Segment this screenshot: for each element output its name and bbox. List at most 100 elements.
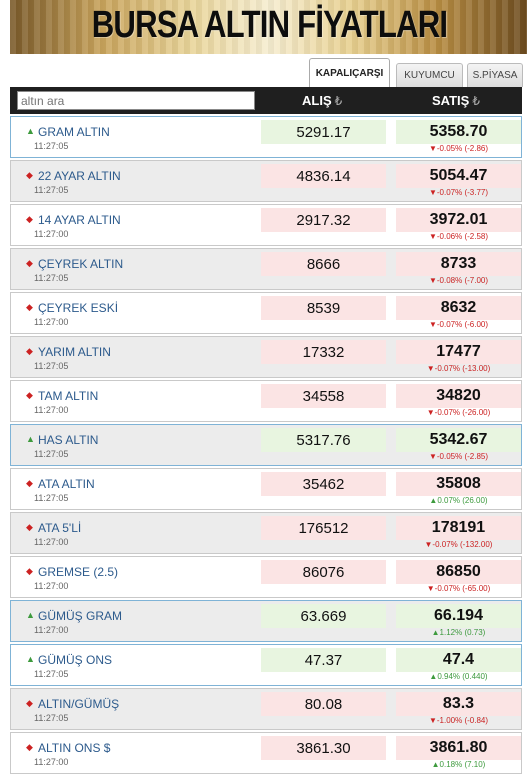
buy-price: 80.08 [261,692,386,716]
tab-kapalicarsi[interactable]: KAPALIÇARŞI [309,58,390,88]
tab-serbest-piyasa[interactable]: S.PİYASA [467,63,523,87]
search-input[interactable] [17,91,255,110]
sell-column-header: SATIŞ ₺ [432,93,480,108]
update-time: 11:27:05 [34,449,69,459]
table-header: ALIŞ₺ SATIŞ₺ [10,87,522,114]
table-row[interactable]: ◆ 22 AYAR ALTIN 11:27:05 4836.14 5054.47 ▼-0.… [10,160,522,202]
price-change: ▼-0.06% (-2.58) [428,232,489,241]
price-change: ▲0.94% (0.440) [429,672,488,681]
instrument-name[interactable]: 14 AYAR ALTIN [38,213,121,227]
sell-price: 5054.47 [396,164,521,188]
table-row[interactable]: ▲ HAS ALTIN 11:27:05 5317.76 5342.67 ▼-0.05% … [10,424,522,466]
instrument-name[interactable]: ALTIN/GÜMÜŞ [38,697,120,711]
buy-price: 4836.14 [261,164,386,188]
update-time: 11:27:05 [34,493,69,503]
table-row[interactable]: ▲ GÜMÜŞ ONS 11:27:05 47.37 47.4 ▲0.94% (0.440… [10,644,522,686]
price-change: ▲0.18% (7.10) [431,760,486,769]
instrument-name[interactable]: ALTIN ONS $ [38,741,111,755]
update-time: 11:27:00 [34,537,69,547]
price-change: ▼-0.05% (-2.85) [428,452,489,461]
table-row[interactable]: ◆ TAM ALTIN 11:27:00 34558 34820 ▼-0.07% (-26… [10,380,522,422]
sell-price: 178191 [396,516,521,540]
trend-up-icon: ▲ [26,126,35,136]
price-change: ▼-0.07% (-26.00) [426,408,491,417]
price-change: ▼-0.05% (-2.86) [428,144,489,153]
buy-price: 5317.76 [261,428,386,452]
price-change: ▼-0.07% (-13.00) [426,364,491,373]
buy-price: 17332 [261,340,386,364]
instrument-name[interactable]: ÇEYREK ALTIN [38,257,124,271]
sell-price: 5342.67 [396,428,521,452]
table-row[interactable]: ◆ ALTIN ONS $ 11:27:00 3861.30 3861.80 ▲0.18%… [10,732,522,774]
instrument-name[interactable]: 22 AYAR ALTIN [38,169,121,183]
buy-price: 35462 [261,472,386,496]
price-change: ▼-0.07% (-6.00) [428,320,489,329]
lira-icon: ₺ [472,94,480,108]
sell-price: 3972.01 [396,208,521,232]
buy-price: 63.669 [261,604,386,628]
table-row[interactable]: ◆ ALTIN/GÜMÜŞ 11:27:05 80.08 83.3 ▼-1.00% (-0… [10,688,522,730]
trend-down-icon: ◆ [26,214,33,224]
buy-header-label: ALIŞ [302,93,332,108]
table-row[interactable]: ◆ YARIM ALTIN 11:27:05 17332 17477 ▼-0.07% (-… [10,336,522,378]
instrument-name[interactable]: GÜMÜŞ GRAM [38,609,122,623]
update-time: 11:27:00 [34,757,69,767]
update-time: 11:27:00 [34,625,69,635]
buy-price: 86076 [261,560,386,584]
trend-up-icon: ▲ [26,610,35,620]
page-title: BURSA ALTIN FİYATLARI [91,4,448,46]
update-time: 11:27:05 [34,713,69,723]
trend-up-icon: ▲ [26,434,35,444]
update-time: 11:27:05 [34,669,69,679]
sell-price: 86850 [396,560,521,584]
tab-kuyumcu[interactable]: KUYUMCU [396,63,463,87]
sell-price: 66.194 [396,604,521,628]
table-row[interactable]: ◆ 14 AYAR ALTIN 11:27:00 2917.32 3972.01 ▼-0.… [10,204,522,246]
instrument-name[interactable]: HAS ALTIN [38,433,99,447]
buy-column-header: ALIŞ ₺ [302,93,342,108]
buy-price: 34558 [261,384,386,408]
update-time: 11:27:05 [34,273,69,283]
table-row[interactable]: ▲ GÜMÜŞ GRAM 11:27:00 63.669 66.194 ▲1.12% (0… [10,600,522,642]
buy-price: 3861.30 [261,736,386,760]
price-change: ▼-0.07% (-3.77) [428,188,489,197]
instrument-name[interactable]: GREMSE (2.5) [38,565,119,579]
buy-price: 8539 [261,296,386,320]
buy-price: 2917.32 [261,208,386,232]
market-tabs: KAPALIÇARŞI KUYUMCU S.PİYASA [0,57,527,88]
instrument-name[interactable]: ATA ALTIN [38,477,95,491]
table-row[interactable]: ▲ GRAM ALTIN 11:27:05 5291.17 5358.70 ▼-0.05%… [10,116,522,158]
buy-price: 176512 [261,516,386,540]
trend-down-icon: ◆ [26,478,33,488]
instrument-name[interactable]: TAM ALTIN [38,389,99,403]
update-time: 11:27:00 [34,405,69,415]
table-row[interactable]: ◆ ATA ALTIN 11:27:05 35462 35808 ▲0.07% (26.0… [10,468,522,510]
update-time: 11:27:05 [34,141,69,151]
table-row[interactable]: ◆ GREMSE (2.5) 11:27:00 86076 86850 ▼-0.07% (… [10,556,522,598]
buy-price: 5291.17 [261,120,386,144]
instrument-name[interactable]: ÇEYREK ESKİ [38,301,119,315]
lira-icon: ₺ [334,94,343,108]
instrument-name[interactable]: ATA 5'Lİ [38,521,82,535]
page-banner: BURSA ALTIN FİYATLARI [10,0,527,54]
sell-price: 3861.80 [396,736,521,760]
instrument-name[interactable]: GÜMÜŞ ONS [38,653,113,667]
sell-price: 17477 [396,340,521,364]
trend-down-icon: ◆ [26,302,33,312]
trend-down-icon: ◆ [26,742,33,752]
price-change: ▲1.12% (0.73) [431,628,486,637]
trend-down-icon: ◆ [26,698,33,708]
sell-price: 34820 [396,384,521,408]
update-time: 11:27:00 [34,229,69,239]
update-time: 11:27:00 [34,581,69,591]
buy-price: 47.37 [261,648,386,672]
table-row[interactable]: ◆ ATA 5'Lİ 11:27:00 176512 178191 ▼-0.07% (-1… [10,512,522,554]
table-row[interactable]: ◆ ÇEYREK ALTIN 11:27:05 8666 8733 ▼-0.08% (-7… [10,248,522,290]
trend-down-icon: ◆ [26,566,33,576]
sell-header-label: SATIŞ [432,93,470,108]
price-change: ▼-1.00% (-0.84) [428,716,489,725]
instrument-name[interactable]: YARIM ALTIN [38,345,111,359]
trend-up-icon: ▲ [26,654,35,664]
table-row[interactable]: ◆ ÇEYREK ESKİ 11:27:00 8539 8632 ▼-0.07% (-6.… [10,292,522,334]
instrument-name[interactable]: GRAM ALTIN [38,125,110,139]
